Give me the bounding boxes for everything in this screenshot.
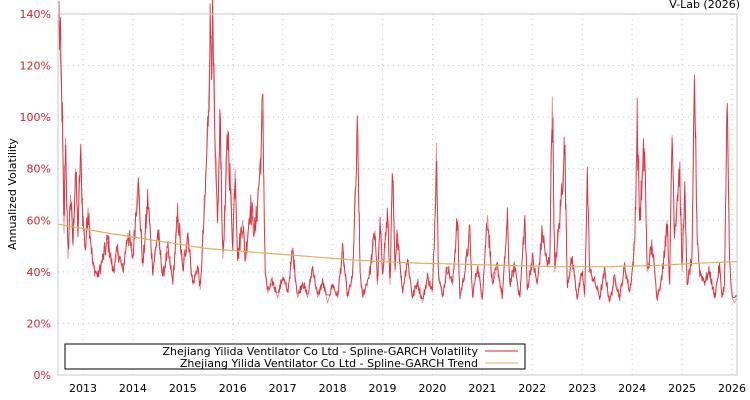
x-tick-label: 2015 [169,382,197,395]
y-axis-label: Annualized Volatility [6,138,19,250]
y-tick-label: 80% [27,163,51,176]
legend-label-volatility: Zhejiang Yilida Ventilator Co Ltd - Spli… [162,345,478,358]
volatility-peaks [58,21,738,305]
x-tick-label: 2023 [568,382,596,395]
y-tick-label: 100% [20,111,51,124]
source-credit: V-Lab (2026) [669,0,740,11]
x-tick-label: 2013 [69,382,97,395]
y-tick-label: 120% [20,60,51,73]
y-axis-ticks: 0% 20% 40% 60% 80% 100% 120% 140% [20,8,51,382]
y-tick-label: 140% [20,8,51,21]
y-tick-label: 60% [27,214,51,227]
legend: Zhejiang Yilida Ventilator Co Ltd - Spli… [64,343,526,370]
y-tick-label: 40% [27,266,51,279]
series-lines [57,0,738,305]
x-tick-label: 2024 [618,382,646,395]
legend-box [64,343,526,370]
y-tick-label: 20% [27,317,51,330]
x-tick-label: 2022 [518,382,546,395]
x-tick-label: 2025 [668,382,696,395]
x-tick-label: 2026 [718,382,746,395]
x-tick-label: 2017 [269,382,297,395]
x-tick-label: 2018 [319,382,347,395]
x-axis-ticks: 2013 2014 2015 2016 2017 2018 2019 2020 2021 2022… [69,382,746,395]
x-tick-label: 2014 [119,382,147,395]
x-tick-label: 2016 [219,382,247,395]
x-tick-label: 2021 [468,382,496,395]
plot-frame [57,13,738,376]
grid-lines [58,14,737,375]
x-tick-label: 2019 [369,382,397,395]
trend-line [57,223,738,268]
x-tick-label: 2020 [418,382,446,395]
y-tick-label: 0% [34,369,51,382]
legend-label-trend: Zhejiang Yilida Ventilator Co Ltd - Spli… [180,357,478,370]
